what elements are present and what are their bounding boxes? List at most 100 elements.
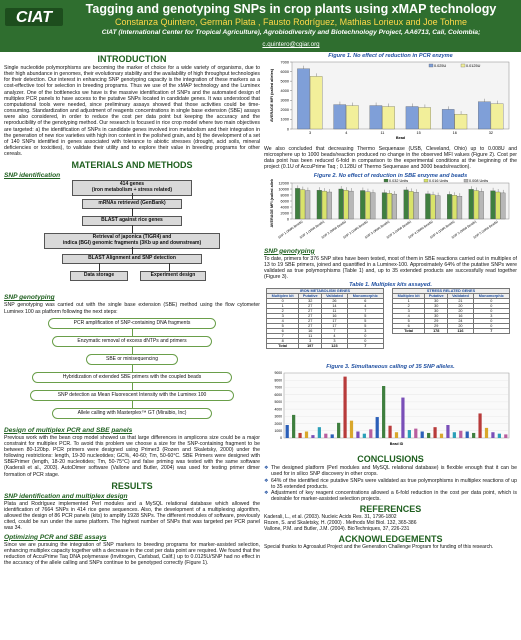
y-tick-label: 6000	[281, 70, 289, 74]
bar	[321, 190, 327, 219]
poster-header: CIAT Tagging and genotyping SNPs in crop…	[0, 0, 521, 52]
bar	[408, 190, 414, 219]
acknowledgements-text: Special thanks to Agrosalud Project and …	[264, 543, 494, 550]
bar	[333, 104, 347, 130]
legend-swatch	[428, 63, 434, 68]
bar	[457, 195, 463, 219]
y-tick-label: 5000	[274, 400, 282, 404]
results-heading: RESULTS	[111, 480, 153, 491]
bar	[295, 187, 301, 219]
bar	[346, 105, 359, 130]
legend-label: 0.0125U	[466, 64, 481, 68]
bar	[472, 433, 476, 439]
right-column: Figure 1. No effect of reduction in PCR …	[264, 53, 517, 551]
snp-genotyping-text: SNP genotyping was carried out with the …	[4, 302, 260, 315]
sbe-step-5: SNP detection as Mean Fluorescent Intens…	[30, 389, 234, 401]
bar	[349, 420, 354, 439]
x-tick-label: 16	[453, 131, 457, 135]
y-tick-label: 7000	[274, 386, 282, 390]
reference-item: Kaderali, L., et al. (2003). Nucleic Aci…	[264, 514, 397, 521]
y-tick-label: 8000	[274, 379, 282, 383]
sbe-step-4: Hybridization of extended SBE primers wi…	[32, 371, 232, 383]
bar	[337, 423, 341, 439]
y-tick-label: 10000	[278, 187, 289, 191]
plot-area	[283, 373, 510, 439]
bar	[311, 435, 315, 439]
bar	[414, 428, 418, 439]
bar	[392, 193, 397, 219]
y-tick-label: 4000	[274, 408, 282, 412]
bar	[362, 433, 366, 439]
bar	[382, 106, 395, 130]
bar	[297, 68, 310, 130]
bar	[343, 189, 349, 219]
y-tick-label: 2000	[281, 211, 289, 215]
bar	[418, 107, 431, 130]
sbe-arrow	[132, 346, 133, 354]
bar	[468, 188, 474, 219]
y-tick-label: 2000	[281, 108, 289, 112]
sbe-step-6: Allele calling with Masterplex™ GT (Mira…	[52, 407, 212, 419]
table-cell: Total	[265, 343, 300, 350]
bar	[504, 434, 508, 439]
bar	[491, 432, 495, 439]
y-axis-label: AVERAGE MFI (called alleles)	[270, 179, 274, 228]
acknowledgements-heading: ACKNOWLEDGEMENTS	[338, 533, 443, 544]
snp-genotyping-heading: SNP genotyping	[4, 294, 55, 302]
sbe-arrow	[132, 364, 133, 372]
bar	[473, 189, 479, 219]
sbe-arrow	[132, 382, 133, 390]
bar	[348, 190, 354, 219]
conclusions-list: The designed platform (Perl modules and …	[264, 465, 517, 502]
legend-swatch	[463, 178, 469, 182]
figure-3-caption: Figure 3. Simultaneous calling of 35 SNP…	[326, 364, 455, 371]
bar	[292, 415, 296, 439]
bar	[343, 376, 347, 439]
flow-arrow	[99, 263, 100, 272]
table-1-container: IRON METABOLISM GENES Multiplex kit Putat…	[264, 288, 517, 364]
x-tick-label: 4	[345, 131, 347, 135]
flow-experiment-design-box: Experiment design	[140, 271, 206, 282]
y-tick-label: 2000	[274, 422, 282, 426]
conclusion-item: Adjustment of key reagent concentrations…	[264, 490, 517, 502]
legend-label: 0.008 Units	[469, 179, 488, 183]
sbe-steps-flowchart: PCR amplification of SNP-containing DNA …	[4, 315, 260, 425]
figure-2-svg: 0 2000 4000 6000 8000 10000 12000 AVERAGE MFI (…	[270, 173, 510, 239]
bar	[401, 397, 405, 439]
genotyping-text: To date, primers for 376 SNP sites have …	[264, 255, 517, 281]
bar	[435, 195, 441, 219]
snp-identification-heading: SNP identification	[4, 172, 61, 180]
intro-text: Single nucleotide polymorphisms are beco…	[4, 65, 260, 158]
y-axis-label: AVERAGE MFI (called alleles)	[270, 68, 274, 122]
table-cell: 197	[298, 343, 323, 350]
y-tick-label: 6000	[274, 393, 282, 397]
y-tick-label: 3000	[274, 415, 282, 419]
table-row: 2 27 11 7	[265, 308, 385, 315]
reference-item: Vallone, P.M. and Butler, J.M. (2004). B…	[264, 526, 410, 532]
bar	[465, 431, 469, 439]
bar	[300, 189, 306, 219]
table-total-row: Total 178 116 7	[391, 328, 511, 335]
y-tick-label: 4000	[281, 89, 289, 93]
flow-arrow	[169, 263, 170, 272]
contact-email-link[interactable]: c.quintero@cgiar.org	[262, 41, 320, 48]
legend-swatch	[460, 63, 466, 68]
figure-2-caption: Figure 2. No effect of reduction in SBE …	[313, 172, 468, 179]
reference-item: Rozen, S. and Skaletsky, H. (2000) . Met…	[264, 520, 417, 527]
legend-swatch	[383, 178, 389, 182]
poster-title: Tagging and genotyping SNPs in crop plan…	[85, 2, 497, 16]
x-tick-label: 11	[380, 131, 384, 135]
bar	[478, 413, 482, 439]
figure-3-chart: 0 1000 2000 3000 4000 5000 6000 7000 8000 9000 Bea…	[264, 370, 517, 453]
y-tick-label: 12000	[278, 181, 289, 185]
bar	[478, 101, 491, 130]
y-tick-label: 0	[280, 436, 282, 440]
bar	[304, 431, 309, 439]
bar	[427, 433, 431, 439]
bar	[447, 193, 452, 219]
table-cell: Total	[391, 328, 426, 335]
table-1-caption: Table 1. Multiplex kits assayed.	[349, 282, 432, 289]
y-tick-label: 4000	[281, 205, 289, 209]
y-tick-label: 0	[287, 127, 289, 131]
sbe-step-3: SBE or minisequencing	[86, 353, 178, 365]
